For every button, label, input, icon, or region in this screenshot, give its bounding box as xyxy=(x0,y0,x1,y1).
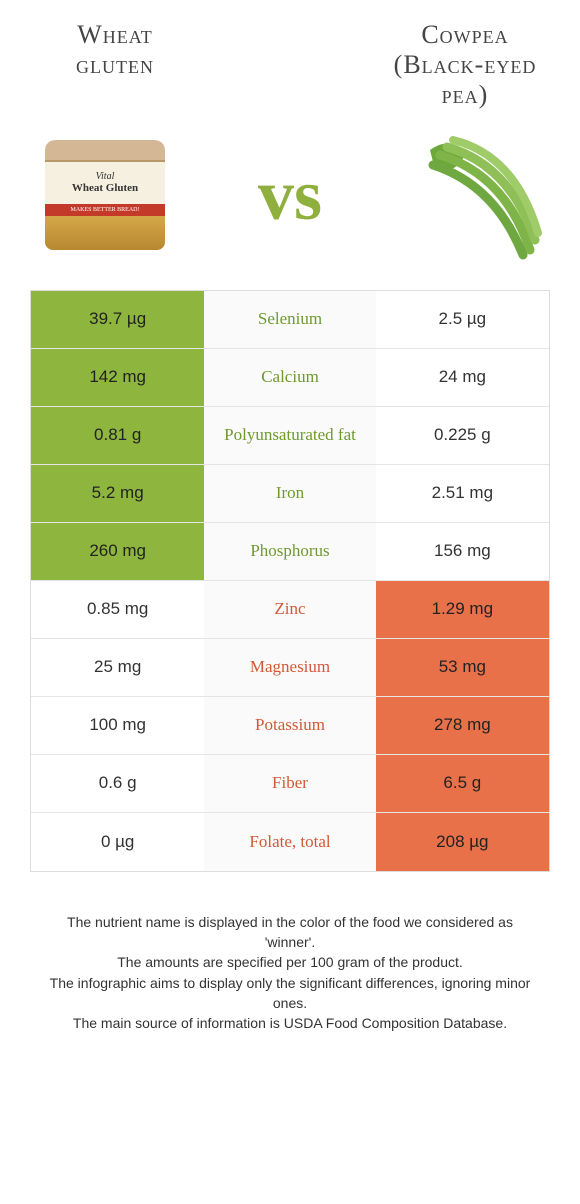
right-value-cell: 2.5 µg xyxy=(376,291,549,348)
footer-notes: The nutrient name is displayed in the co… xyxy=(30,912,550,1034)
nutrient-name-cell: Polyunsaturated fat xyxy=(204,407,375,464)
jar-name: Wheat Gluten xyxy=(72,182,138,194)
header-titles: Wheat gluten Cowpea (Black-eyed pea) xyxy=(30,20,550,110)
footer-line: The main source of information is USDA F… xyxy=(48,1013,532,1033)
right-food-image xyxy=(400,125,550,265)
left-value-cell: 5.2 mg xyxy=(31,465,204,522)
right-value-cell: 2.51 mg xyxy=(376,465,549,522)
left-value-cell: 0.6 g xyxy=(31,755,204,812)
left-value-cell: 260 mg xyxy=(31,523,204,580)
footer-line: The infographic aims to display only the… xyxy=(48,973,532,1014)
left-food-image: Vital Wheat Gluten MAKES BETTER BREAD! xyxy=(30,125,180,265)
table-row: 260 mgPhosphorus156 mg xyxy=(31,523,549,581)
title-text: (Black-eyed xyxy=(380,50,550,80)
comparison-table: 39.7 µgSelenium2.5 µg142 mgCalcium24 mg0… xyxy=(30,290,550,872)
table-row: 100 mgPotassium278 mg xyxy=(31,697,549,755)
nutrient-name-cell: Zinc xyxy=(204,581,375,638)
table-row: 0.6 gFiber6.5 g xyxy=(31,755,549,813)
nutrient-name-cell: Potassium xyxy=(204,697,375,754)
nutrient-name-cell: Selenium xyxy=(204,291,375,348)
left-value-cell: 0.85 mg xyxy=(31,581,204,638)
table-row: 0.81 gPolyunsaturated fat0.225 g xyxy=(31,407,549,465)
nutrient-name-cell: Phosphorus xyxy=(204,523,375,580)
left-value-cell: 39.7 µg xyxy=(31,291,204,348)
title-text: pea) xyxy=(380,80,550,110)
right-food-title: Cowpea (Black-eyed pea) xyxy=(380,20,550,110)
title-text: gluten xyxy=(30,50,200,80)
right-value-cell: 53 mg xyxy=(376,639,549,696)
vs-label: vs xyxy=(180,159,400,231)
title-text: Wheat xyxy=(30,20,200,50)
nutrient-name-cell: Iron xyxy=(204,465,375,522)
nutrient-name-cell: Magnesium xyxy=(204,639,375,696)
table-row: 142 mgCalcium24 mg xyxy=(31,349,549,407)
jar-brand: Vital xyxy=(96,171,115,182)
right-value-cell: 24 mg xyxy=(376,349,549,406)
green-beans-icon xyxy=(405,125,545,265)
right-value-cell: 6.5 g xyxy=(376,755,549,812)
wheat-gluten-jar-icon: Vital Wheat Gluten MAKES BETTER BREAD! xyxy=(45,140,165,250)
title-text: Cowpea xyxy=(380,20,550,50)
table-row: 25 mgMagnesium53 mg xyxy=(31,639,549,697)
footer-line: The amounts are specified per 100 gram o… xyxy=(48,952,532,972)
left-value-cell: 100 mg xyxy=(31,697,204,754)
right-value-cell: 156 mg xyxy=(376,523,549,580)
table-row: 0.85 mgZinc1.29 mg xyxy=(31,581,549,639)
left-value-cell: 25 mg xyxy=(31,639,204,696)
table-row: 0 µgFolate, total208 µg xyxy=(31,813,549,871)
nutrient-name-cell: Folate, total xyxy=(204,813,375,871)
nutrient-name-cell: Calcium xyxy=(204,349,375,406)
images-row: Vital Wheat Gluten MAKES BETTER BREAD! v… xyxy=(30,120,550,270)
table-row: 39.7 µgSelenium2.5 µg xyxy=(31,291,549,349)
table-row: 5.2 mgIron2.51 mg xyxy=(31,465,549,523)
footer-line: The nutrient name is displayed in the co… xyxy=(48,912,532,953)
jar-band: MAKES BETTER BREAD! xyxy=(45,204,165,216)
left-value-cell: 0 µg xyxy=(31,813,204,871)
right-value-cell: 0.225 g xyxy=(376,407,549,464)
right-value-cell: 208 µg xyxy=(376,813,549,871)
nutrient-name-cell: Fiber xyxy=(204,755,375,812)
right-value-cell: 1.29 mg xyxy=(376,581,549,638)
right-value-cell: 278 mg xyxy=(376,697,549,754)
left-food-title: Wheat gluten xyxy=(30,20,200,110)
left-value-cell: 0.81 g xyxy=(31,407,204,464)
left-value-cell: 142 mg xyxy=(31,349,204,406)
